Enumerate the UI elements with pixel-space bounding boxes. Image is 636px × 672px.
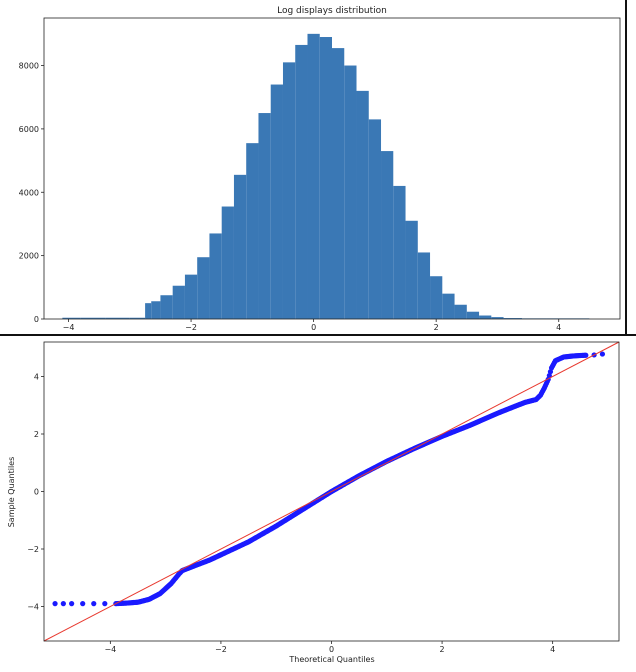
x-tick-label: −4 xyxy=(104,645,116,654)
qq-point xyxy=(583,352,589,358)
qq-plot-panel: −4 −2 0 2 4 −4 −2 0 2 4 Theoretical Quantiles Sa… xyxy=(0,334,636,668)
qq-point xyxy=(80,601,86,607)
y-tick-label: 0 xyxy=(34,315,39,324)
histogram-bar xyxy=(430,276,443,319)
histogram-bar xyxy=(442,293,455,319)
x-tick-label: −4 xyxy=(63,323,75,332)
qq-point xyxy=(102,601,108,607)
histogram-bar xyxy=(221,206,234,319)
y-tick-label: 4 xyxy=(34,373,39,382)
histogram-bar xyxy=(295,44,308,319)
y-tick-label: 0 xyxy=(34,488,39,497)
y-tick-label: −2 xyxy=(27,545,39,554)
x-tick-label: 4 xyxy=(556,323,561,332)
x-tick-label: 2 xyxy=(440,645,445,654)
histogram-bar xyxy=(356,90,369,319)
histogram-bar xyxy=(454,304,467,319)
x-tick-label: 4 xyxy=(550,645,555,654)
histogram-bar xyxy=(393,185,406,319)
histogram-bar xyxy=(405,220,418,319)
histogram-bar xyxy=(344,65,357,320)
histogram-bar xyxy=(172,285,185,319)
x-tick-label: −2 xyxy=(185,323,197,332)
histogram-bar xyxy=(282,62,296,319)
histogram-bar xyxy=(319,37,332,319)
qq-point xyxy=(91,601,97,607)
y-tick-label: 8000 xyxy=(19,62,39,71)
y-tick-label: 2 xyxy=(34,430,39,439)
histogram-bar xyxy=(197,257,210,319)
x-tick-label: 0 xyxy=(329,645,334,654)
histogram-plot-frame xyxy=(43,17,621,320)
y-tick-label: 2000 xyxy=(19,252,39,261)
histogram-bar xyxy=(62,317,81,319)
histogram-bar xyxy=(381,151,394,319)
histogram-bar xyxy=(491,317,504,319)
x-tick-label: −2 xyxy=(215,645,227,654)
reference-line xyxy=(43,341,620,642)
histogram-bar xyxy=(258,113,271,319)
histogram-bar xyxy=(184,274,198,319)
histogram-bar xyxy=(209,233,222,319)
qq-point xyxy=(52,601,58,607)
histogram-chart: Log displays distribution −4 −2 0 2 4 0 2000 4… xyxy=(0,0,636,334)
histogram-bar xyxy=(80,317,106,319)
histogram-bar xyxy=(233,174,247,319)
histogram-bar xyxy=(368,119,382,320)
histogram-bar xyxy=(270,84,283,320)
histogram-bar xyxy=(145,303,152,319)
histogram-title: Log displays distribution xyxy=(277,6,387,16)
qq-point xyxy=(60,601,66,607)
histogram-bar xyxy=(503,318,522,319)
x-tick-label: 2 xyxy=(434,323,439,332)
y-tick-label: −4 xyxy=(27,603,39,612)
histogram-bar xyxy=(307,33,320,320)
y-tick-label: 4000 xyxy=(19,188,39,197)
histogram-bar xyxy=(246,143,259,319)
histogram-bar xyxy=(332,48,345,319)
histogram-bar xyxy=(105,317,130,319)
y-axis-label: Sample Quantiles xyxy=(7,457,16,528)
histogram-bar xyxy=(151,301,161,319)
x-axis-label: Theoretical Quantiles xyxy=(288,655,374,664)
histogram-bar xyxy=(160,295,173,319)
qq-point xyxy=(69,601,75,607)
histogram-panel: Log displays distribution −4 −2 0 2 4 0 2000 4… xyxy=(0,0,636,334)
histogram-bar xyxy=(417,252,431,319)
histogram-bar xyxy=(466,311,480,319)
histogram-bar xyxy=(479,315,492,319)
y-tick-label: 6000 xyxy=(19,125,39,134)
x-tick-label: 0 xyxy=(311,323,316,332)
histogram-bar xyxy=(129,317,146,319)
qq-plot-chart: −4 −2 0 2 4 −4 −2 0 2 4 Theoretical Quantiles Sa… xyxy=(0,334,636,668)
qq-point xyxy=(599,351,606,357)
